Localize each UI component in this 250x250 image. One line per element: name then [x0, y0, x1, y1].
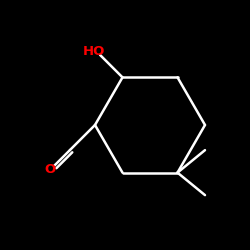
Text: O: O	[44, 163, 55, 176]
Text: HO: HO	[82, 45, 105, 58]
